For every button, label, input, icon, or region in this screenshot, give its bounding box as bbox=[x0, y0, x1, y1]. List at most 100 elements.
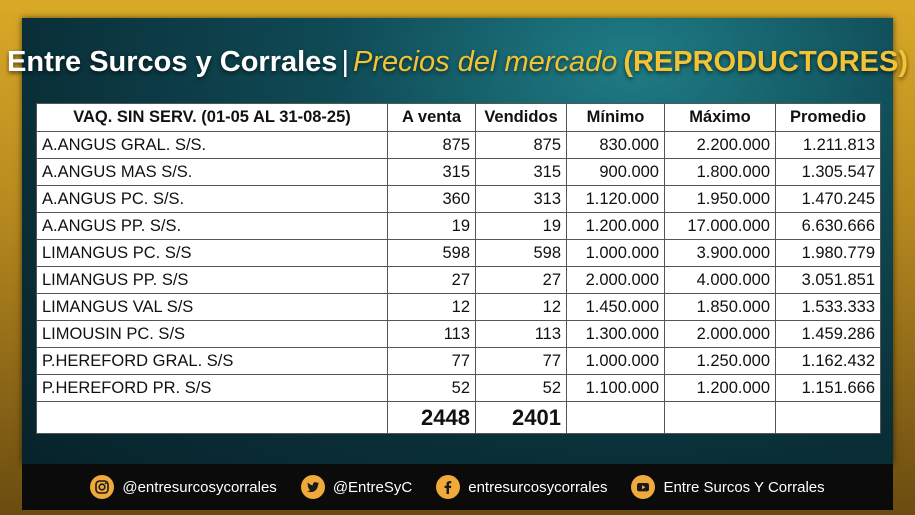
cell-promedio: 1.533.333 bbox=[775, 293, 881, 321]
instagram-icon bbox=[90, 475, 115, 499]
cell-category: LIMOUSIN PC. S/S bbox=[36, 320, 388, 348]
cell-maximo: 2.000.000 bbox=[664, 320, 776, 348]
youtube-channel: Entre Surcos Y Corrales bbox=[663, 478, 825, 496]
cell-a-venta: 113 bbox=[387, 320, 476, 348]
title-subtitle: Precios del mercado bbox=[352, 46, 618, 78]
cell-minimo: 1.300.000 bbox=[566, 320, 665, 348]
instagram-handle: @entresurcosycorrales bbox=[122, 478, 277, 496]
cell-a-venta: 77 bbox=[387, 347, 476, 375]
total-vendidos: 2401 bbox=[475, 401, 567, 434]
cell-maximo: 1.200.000 bbox=[664, 374, 776, 402]
cell-category: A.ANGUS PP. S/S. bbox=[36, 212, 388, 240]
facebook-handle: entresurcosycorrales bbox=[468, 478, 608, 496]
total-empty-promedio bbox=[775, 401, 881, 434]
cell-promedio: 1.459.286 bbox=[775, 320, 881, 348]
cell-maximo: 1.250.000 bbox=[664, 347, 776, 375]
cell-minimo: 900.000 bbox=[566, 158, 665, 186]
table-row: LIMANGUS PP. S/S 27 27 2.000.000 4.000.0… bbox=[36, 266, 881, 294]
cell-vendidos: 77 bbox=[475, 347, 567, 375]
table-row: LIMOUSIN PC. S/S 113 113 1.300.000 2.000… bbox=[36, 320, 881, 348]
table-row: A.ANGUS GRAL. S/S. 875 875 830.000 2.200… bbox=[36, 131, 881, 159]
cell-maximo: 1.950.000 bbox=[664, 185, 776, 213]
cell-a-venta: 19 bbox=[387, 212, 476, 240]
header-maximo: Máximo bbox=[664, 103, 776, 132]
twitter-handle: @EntreSyC bbox=[332, 478, 413, 496]
cell-vendidos: 19 bbox=[475, 212, 567, 240]
social-twitter[interactable]: @EntreSyC bbox=[300, 475, 413, 499]
header-a-venta: A venta bbox=[387, 103, 476, 132]
cell-a-venta: 52 bbox=[387, 374, 476, 402]
table-row: P.HEREFORD PR. S/S 52 52 1.100.000 1.200… bbox=[36, 374, 881, 402]
cell-minimo: 1.000.000 bbox=[566, 239, 665, 267]
table-row: LIMANGUS VAL S/S 12 12 1.450.000 1.850.0… bbox=[36, 293, 881, 321]
cell-maximo: 4.000.000 bbox=[664, 266, 776, 294]
table-row: LIMANGUS PC. S/S 598 598 1.000.000 3.900… bbox=[36, 239, 881, 267]
table-header-row: VAQ. SIN SERV. (01-05 AL 31-08-25) A ven… bbox=[36, 103, 881, 132]
social-footer: @entresurcosycorrales @EntreSyC entresur… bbox=[22, 464, 893, 510]
cell-category: A.ANGUS PC. S/S. bbox=[36, 185, 388, 213]
cell-maximo: 1.850.000 bbox=[664, 293, 776, 321]
cell-a-venta: 598 bbox=[387, 239, 476, 267]
cell-vendidos: 27 bbox=[475, 266, 567, 294]
cell-a-venta: 315 bbox=[387, 158, 476, 186]
table-row: A.ANGUS PC. S/S. 360 313 1.120.000 1.950… bbox=[36, 185, 881, 213]
cell-vendidos: 315 bbox=[475, 158, 567, 186]
cell-maximo: 17.000.000 bbox=[664, 212, 776, 240]
cell-minimo: 1.450.000 bbox=[566, 293, 665, 321]
header-minimo: Mínimo bbox=[566, 103, 665, 132]
table-row: A.ANGUS PP. S/S. 19 19 1.200.000 17.000.… bbox=[36, 212, 881, 240]
cell-promedio: 1.151.666 bbox=[775, 374, 881, 402]
cell-maximo: 2.200.000 bbox=[664, 131, 776, 159]
social-youtube[interactable]: Entre Surcos Y Corrales bbox=[631, 475, 825, 499]
cell-minimo: 1.100.000 bbox=[566, 374, 665, 402]
total-a-venta: 2448 bbox=[387, 401, 476, 434]
price-table: VAQ. SIN SERV. (01-05 AL 31-08-25) A ven… bbox=[36, 103, 881, 434]
cell-minimo: 2.000.000 bbox=[566, 266, 665, 294]
cell-promedio: 1.980.779 bbox=[775, 239, 881, 267]
cell-maximo: 1.800.000 bbox=[664, 158, 776, 186]
cell-promedio: 1.211.813 bbox=[775, 131, 881, 159]
cell-vendidos: 313 bbox=[475, 185, 567, 213]
cell-vendidos: 875 bbox=[475, 131, 567, 159]
social-instagram[interactable]: @entresurcosycorrales bbox=[90, 475, 277, 499]
cell-category: LIMANGUS VAL S/S bbox=[36, 293, 388, 321]
table-row: P.HEREFORD GRAL. S/S 77 77 1.000.000 1.2… bbox=[36, 347, 881, 375]
facebook-icon bbox=[436, 475, 461, 499]
cell-category: LIMANGUS PC. S/S bbox=[36, 239, 388, 267]
cell-promedio: 1.162.432 bbox=[775, 347, 881, 375]
header-vendidos: Vendidos bbox=[475, 103, 567, 132]
social-facebook[interactable]: entresurcosycorrales bbox=[436, 475, 607, 499]
total-empty-maximo bbox=[664, 401, 776, 434]
cell-minimo: 1.120.000 bbox=[566, 185, 665, 213]
cell-promedio: 3.051.851 bbox=[775, 266, 881, 294]
cell-minimo: 1.200.000 bbox=[566, 212, 665, 240]
cell-vendidos: 598 bbox=[475, 239, 567, 267]
header-category: VAQ. SIN SERV. (01-05 AL 31-08-25) bbox=[36, 103, 388, 132]
twitter-icon bbox=[300, 475, 325, 499]
brand-title: Entre Surcos y Corrales bbox=[7, 46, 338, 78]
cell-a-venta: 27 bbox=[387, 266, 476, 294]
cell-vendidos: 52 bbox=[475, 374, 567, 402]
cell-a-venta: 12 bbox=[387, 293, 476, 321]
page-title: Entre Surcos y Corrales | Precios del merc… bbox=[0, 46, 915, 79]
cell-minimo: 830.000 bbox=[566, 131, 665, 159]
cell-a-venta: 875 bbox=[387, 131, 476, 159]
cell-category: P.HEREFORD PR. S/S bbox=[36, 374, 388, 402]
cell-category: P.HEREFORD GRAL. S/S bbox=[36, 347, 388, 375]
cell-promedio: 6.630.666 bbox=[775, 212, 881, 240]
cell-promedio: 1.305.547 bbox=[775, 158, 881, 186]
header-promedio: Promedio bbox=[775, 103, 881, 132]
cell-category: A.ANGUS GRAL. S/S. bbox=[36, 131, 388, 159]
cell-category: A.ANGUS MAS S/S. bbox=[36, 158, 388, 186]
cell-category: LIMANGUS PP. S/S bbox=[36, 266, 388, 294]
title-category: (REPRODUCTORES) bbox=[623, 46, 908, 78]
cell-promedio: 1.470.245 bbox=[775, 185, 881, 213]
title-separator: | bbox=[341, 46, 349, 78]
cell-a-venta: 360 bbox=[387, 185, 476, 213]
youtube-icon bbox=[631, 475, 656, 499]
cell-minimo: 1.000.000 bbox=[566, 347, 665, 375]
cell-maximo: 3.900.000 bbox=[664, 239, 776, 267]
cell-vendidos: 113 bbox=[475, 320, 567, 348]
cell-vendidos: 12 bbox=[475, 293, 567, 321]
total-empty-minimo bbox=[566, 401, 665, 434]
